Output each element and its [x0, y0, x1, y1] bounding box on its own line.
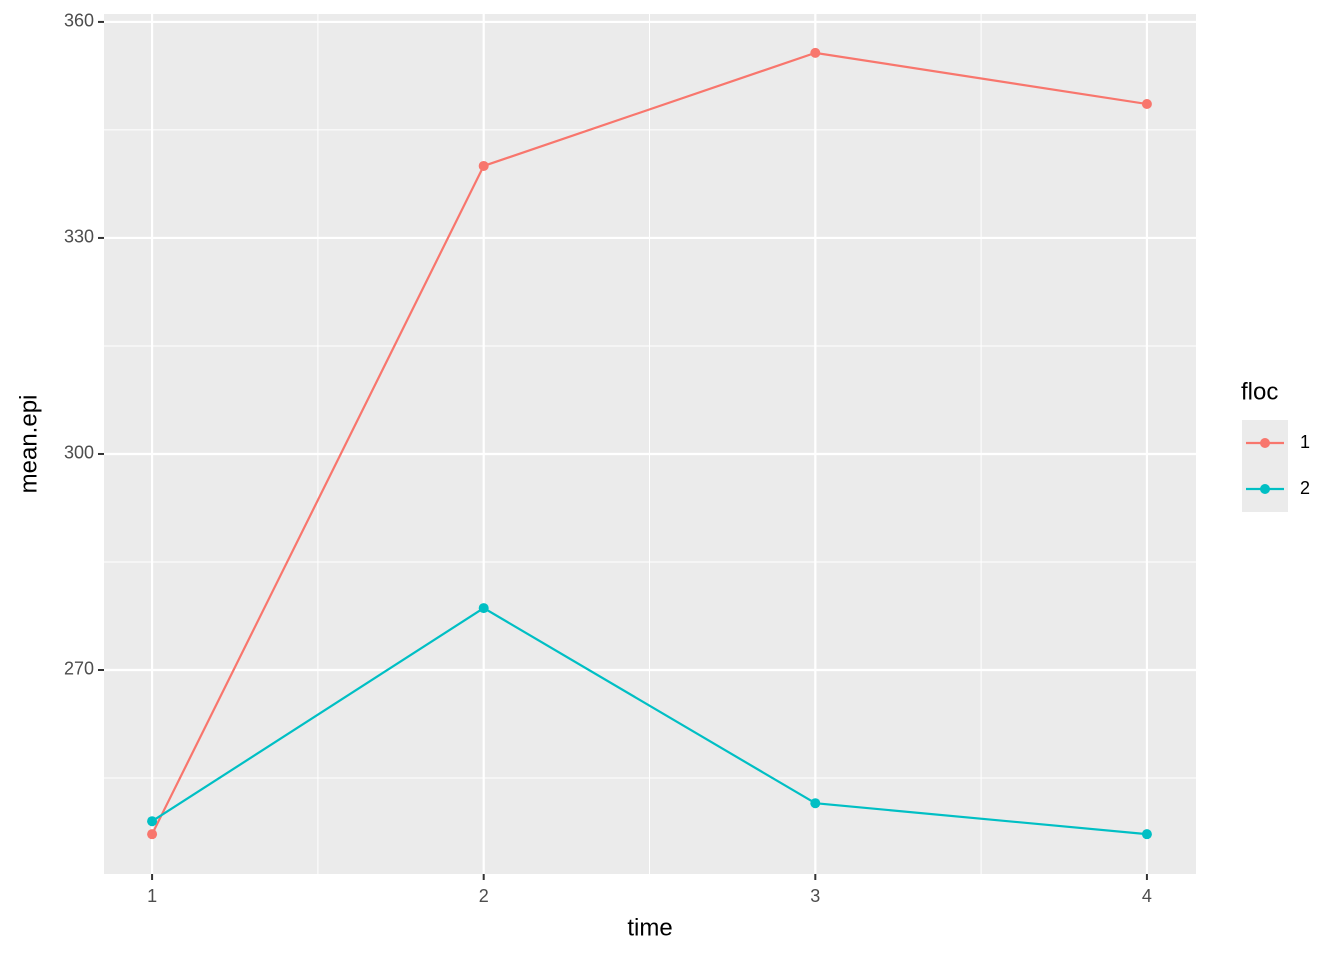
x-axis-title: time: [627, 914, 672, 941]
legend-key-point: [1260, 484, 1270, 494]
y-tick-label: 300: [64, 443, 94, 463]
point: [810, 798, 821, 809]
legend-key-point: [1260, 438, 1270, 448]
y-axis-title: mean.epi: [15, 395, 42, 494]
point: [1141, 99, 1152, 110]
point: [478, 603, 489, 614]
series-line: [151, 51, 1148, 835]
y-tick-label: 270: [64, 659, 94, 679]
legend-label: 1: [1300, 432, 1310, 452]
legend-title: floc: [1241, 378, 1278, 405]
legend-key-bg: [1242, 420, 1288, 512]
point: [147, 816, 158, 827]
point: [1141, 829, 1152, 840]
x-tick-label: 2: [479, 886, 489, 906]
point: [478, 160, 489, 171]
point: [147, 829, 158, 840]
series-line: [151, 606, 1148, 836]
x-tick-label: 4: [1142, 886, 1152, 906]
x-tick-label: 3: [810, 886, 820, 906]
y-tick-label: 330: [64, 227, 94, 247]
point: [810, 47, 821, 58]
legend-label: 2: [1300, 478, 1310, 498]
x-tick-label: 1: [147, 886, 157, 906]
y-tick-label: 360: [64, 11, 94, 31]
